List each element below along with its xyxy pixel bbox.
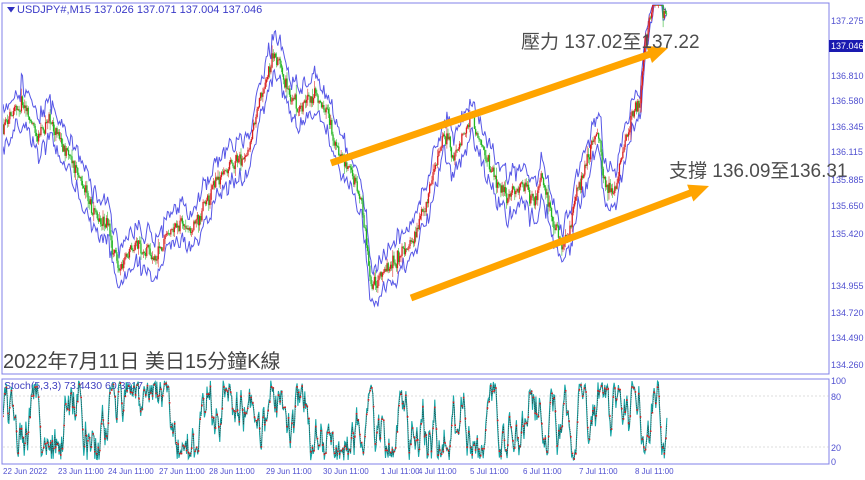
svg-text:24 Jun 11:00: 24 Jun 11:00 — [108, 467, 154, 476]
svg-text:20: 20 — [831, 443, 841, 453]
svg-text:0: 0 — [831, 457, 836, 467]
svg-text:1 Jul 11:00: 1 Jul 11:00 — [381, 467, 420, 476]
svg-text:Stoch(5,3,3) 73.4430 60.3817: Stoch(5,3,3) 73.4430 60.3817 — [4, 380, 143, 392]
svg-text:136.580: 136.580 — [831, 96, 864, 106]
svg-text:27 Jun 11:00: 27 Jun 11:00 — [159, 467, 205, 476]
svg-text:137.046: 137.046 — [831, 41, 864, 51]
svg-text:6 Jul 11:00: 6 Jul 11:00 — [523, 467, 562, 476]
svg-text:4 Jul 11:00: 4 Jul 11:00 — [418, 467, 457, 476]
svg-text:136.115: 136.115 — [831, 147, 863, 157]
svg-text:134.260: 134.260 — [831, 360, 864, 370]
svg-text:8 Jul 11:00: 8 Jul 11:00 — [635, 467, 674, 476]
svg-text:30 Jun 11:00: 30 Jun 11:00 — [323, 467, 369, 476]
svg-text:134.955: 134.955 — [831, 281, 864, 291]
svg-text:28 Jun 11:00: 28 Jun 11:00 — [209, 467, 255, 476]
svg-text:134.490: 134.490 — [831, 333, 864, 343]
svg-text:2022年7月11日 美日15分鐘K線: 2022年7月11日 美日15分鐘K線 — [3, 350, 281, 373]
svg-text:135.650: 135.650 — [831, 201, 864, 211]
svg-text:135.420: 135.420 — [831, 229, 864, 239]
svg-text:壓力 137.02至137.22: 壓力 137.02至137.22 — [521, 31, 700, 53]
svg-text:22 Jun 2022: 22 Jun 2022 — [3, 467, 48, 476]
svg-text:5 Jul 11:00: 5 Jul 11:00 — [470, 467, 509, 476]
svg-text:136.345: 136.345 — [831, 122, 864, 132]
svg-text:100: 100 — [831, 376, 846, 386]
svg-text:135.885: 135.885 — [831, 175, 864, 185]
svg-text:支撐 136.09至136.31: 支撐 136.09至136.31 — [669, 160, 848, 182]
svg-text:137.275: 137.275 — [831, 16, 864, 26]
svg-text:136.810: 136.810 — [831, 71, 864, 81]
svg-text:USDJPY#,M15 137.026 137.071 1: USDJPY#,M15 137.026 137.071 137.004 137.… — [17, 4, 262, 16]
svg-text:134.720: 134.720 — [831, 308, 864, 318]
svg-text:23 Jun 11:00: 23 Jun 11:00 — [58, 467, 104, 476]
svg-text:7 Jul 11:00: 7 Jul 11:00 — [579, 467, 618, 476]
svg-text:29 Jun 11:00: 29 Jun 11:00 — [266, 467, 312, 476]
svg-text:80: 80 — [831, 392, 841, 402]
